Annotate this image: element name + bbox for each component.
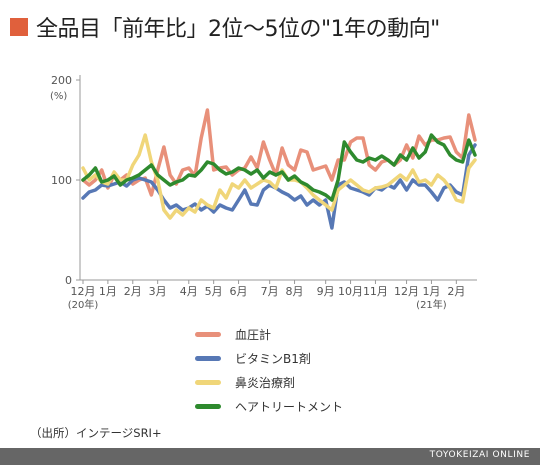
x-tick-label-2: 2月 xyxy=(124,285,142,298)
legend-label-0: 血圧計 xyxy=(235,327,272,342)
x-tick-label-12: 12月 xyxy=(394,285,419,298)
x-tick-label-5: 5月 xyxy=(205,285,223,298)
y-unit-label: (%) xyxy=(50,91,67,102)
legend-item-2: 鼻炎治療剤 xyxy=(195,370,343,394)
x-tick-label-0: 12月 xyxy=(71,285,96,298)
x-tick-label-10: 10月 xyxy=(338,285,363,298)
legend-swatch-2 xyxy=(195,379,221,385)
x-tick-label-3: 3月 xyxy=(149,285,167,298)
x-tick-label-11: 11月 xyxy=(363,285,388,298)
series-line-2 xyxy=(81,133,477,220)
x-tick-label-8: 8月 xyxy=(286,285,304,298)
legend-swatch-3 xyxy=(195,403,221,409)
chart-title: 全品目「前年比」2位～5位の"1年の動向" xyxy=(10,10,440,44)
x-tick-sublabel-13: (21年) xyxy=(416,298,447,311)
footer-brand: TOYOKEIZAI ONLINE xyxy=(429,450,530,460)
x-tick-label-13: 1月 xyxy=(422,285,440,298)
y-tick-label-0: 0 xyxy=(65,274,72,287)
legend-swatch-1 xyxy=(195,355,221,361)
legend-label-3: ヘアトリートメント xyxy=(235,399,344,414)
series-line-3 xyxy=(81,133,477,202)
footer-bar: TOYOKEIZAI ONLINE xyxy=(0,448,540,465)
y-tick-label-100: 100 xyxy=(51,174,72,187)
series-line-1 xyxy=(81,143,477,230)
title-text: 全品目「前年比」2位～5位の"1年の動向" xyxy=(36,17,440,42)
legend-item-0: 血圧計 xyxy=(195,322,343,346)
x-tick-label-9: 9月 xyxy=(317,285,335,298)
legend-label-2: 鼻炎治療剤 xyxy=(235,375,296,390)
x-tick-label-7: 7月 xyxy=(261,285,279,298)
source-note: （出所）インテージSRI+ xyxy=(30,426,162,440)
y-tick-label-200: 200 xyxy=(51,74,72,87)
x-tick-label-6: 6月 xyxy=(230,285,248,298)
legend-swatch-0 xyxy=(195,331,221,337)
title-marker-icon xyxy=(10,18,28,36)
x-tick-sublabel-0: (20年) xyxy=(68,298,99,311)
chart-legend: 血圧計 ビタミンB1剤 鼻炎治療剤 ヘアトリートメント xyxy=(195,322,343,418)
x-tick-label-4: 4月 xyxy=(180,285,198,298)
legend-item-1: ビタミンB1剤 xyxy=(195,346,343,370)
x-tick-label-14: 2月 xyxy=(447,285,465,298)
legend-item-3: ヘアトリートメント xyxy=(195,394,343,418)
legend-label-1: ビタミンB1剤 xyxy=(235,351,311,366)
x-tick-label-1: 1月 xyxy=(99,285,117,298)
